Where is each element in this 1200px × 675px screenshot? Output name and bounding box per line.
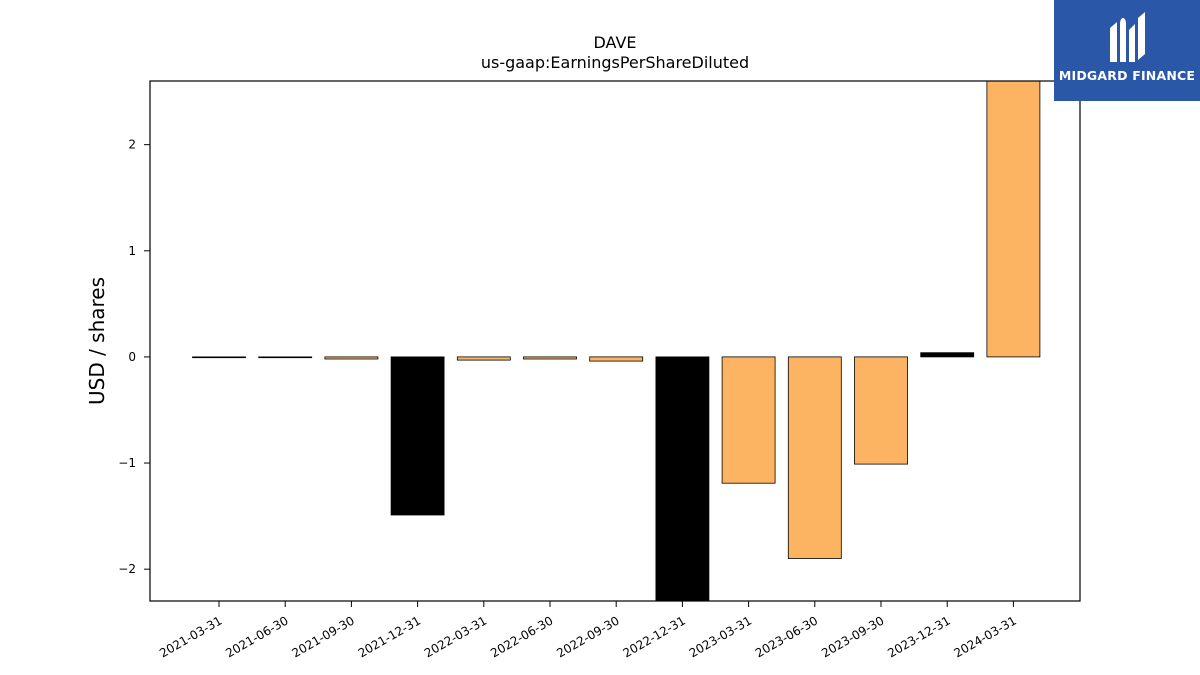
y-tick-label: 0 [128, 350, 136, 364]
chart-title: DAVE [593, 33, 636, 52]
plot-frame [149, 80, 1081, 602]
x-tick-label: 2024-03-31 [951, 613, 1018, 660]
bar-2021-12-31 [390, 356, 445, 516]
x-tick-label: 2022-12-31 [620, 613, 687, 660]
bar-2022-09-30 [589, 356, 644, 362]
x-tick-label: 2023-03-31 [687, 613, 754, 660]
x-tick-label: 2021-06-30 [223, 613, 290, 660]
x-tick-label: 2023-06-30 [753, 613, 820, 660]
bar-2022-12-31 [655, 356, 710, 601]
bar-2021-03-31 [192, 356, 246, 359]
bar-2021-09-30 [324, 356, 379, 360]
bar-2023-06-30 [787, 356, 842, 559]
midgard-finance-logo: MIDGARD FINANCE [1054, 0, 1200, 101]
bar-2023-03-31 [721, 356, 776, 484]
bar-2021-06-30 [258, 356, 313, 359]
bar-2022-03-31 [456, 356, 511, 361]
logo-text: MIDGARD FINANCE [1058, 68, 1196, 83]
x-tick-label: 2022-03-31 [422, 613, 489, 660]
x-tick-label: 2022-09-30 [554, 613, 621, 660]
chart-subtitle: us-gaap:EarningsPerShareDiluted [481, 53, 749, 72]
y-tick-label: −1 [118, 456, 136, 470]
bar-2024-03-31 [986, 81, 1041, 358]
x-tick-label: 2023-09-30 [819, 613, 886, 660]
y-tick-label: 2 [128, 138, 136, 152]
bar-2023-09-30 [854, 356, 908, 465]
bar-2023-12-31 [920, 352, 975, 358]
x-tick-label: 2023-12-31 [885, 613, 952, 660]
x-tick-label: 2021-03-31 [157, 613, 224, 660]
x-tick-label: 2021-09-30 [289, 613, 356, 660]
x-tick-label: 2022-06-30 [488, 613, 555, 660]
bar-2022-06-30 [523, 356, 577, 360]
x-tick-label: 2021-12-31 [356, 613, 423, 660]
y-tick-label: −2 [118, 562, 136, 576]
midgard-logo-icon [1110, 12, 1145, 62]
y-axis-label: USD / shares [85, 277, 109, 405]
y-tick-label: 1 [128, 244, 136, 258]
